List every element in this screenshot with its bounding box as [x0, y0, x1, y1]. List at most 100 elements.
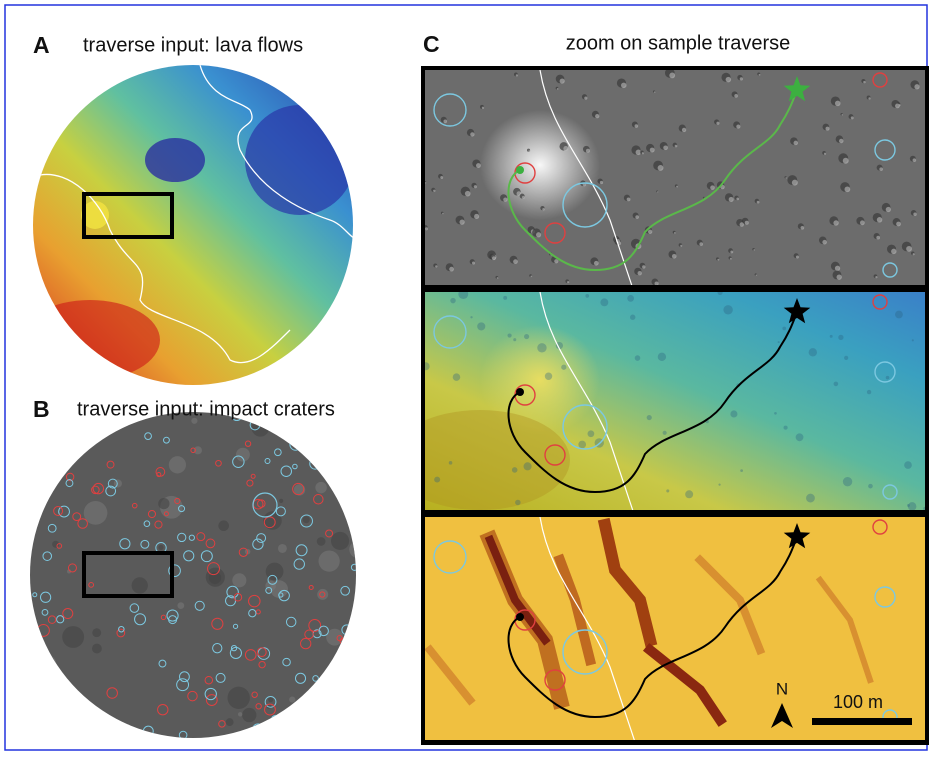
crater-rim	[658, 165, 664, 171]
crater-rim	[839, 139, 843, 143]
crater-marker	[67, 708, 76, 717]
crater-shade	[730, 410, 737, 417]
crater-rim	[425, 182, 426, 183]
crater-rim	[843, 158, 849, 164]
crater-rim	[638, 271, 642, 275]
crater-shade	[507, 333, 511, 337]
crater-rim	[699, 242, 703, 246]
crater-rim	[470, 132, 474, 136]
crater-rim	[740, 77, 743, 80]
crater-shade	[515, 500, 521, 506]
crater-shade	[868, 484, 873, 489]
crater-shade	[434, 477, 440, 483]
crater-marker	[253, 724, 264, 735]
terrain-spot	[158, 545, 163, 550]
crater-marker	[328, 670, 337, 679]
crater-rim	[635, 215, 639, 219]
crater-shade	[796, 433, 804, 441]
terrain-spot	[236, 448, 250, 462]
crater-shade	[470, 316, 472, 318]
crater-shade	[806, 494, 815, 503]
terrain-spot	[206, 568, 225, 587]
terrain-spot	[226, 718, 234, 726]
terrain-spot	[268, 697, 273, 702]
terrain-spot	[317, 537, 326, 546]
terrain-spot	[315, 482, 326, 493]
crater-rim	[474, 185, 477, 188]
crater-shade	[908, 502, 916, 510]
crater-shade	[778, 341, 780, 343]
crater-marker	[46, 422, 51, 427]
crater-rim	[824, 153, 826, 155]
crater-shade	[503, 296, 507, 300]
crater-marker	[71, 445, 78, 452]
crater-shade	[838, 335, 843, 340]
terrain-spot	[252, 419, 270, 437]
crater-rim	[756, 274, 757, 275]
crater-rim	[868, 97, 870, 99]
terrain-spot	[279, 499, 283, 503]
panel-title: traverse input: lava flows	[83, 34, 303, 56]
crater-shade	[545, 373, 552, 380]
crater-rim	[642, 152, 644, 154]
crater-rim	[503, 197, 507, 201]
crater-shade	[561, 365, 566, 370]
panel-title: traverse input: impact craters	[77, 398, 335, 420]
terrain-spot	[310, 682, 334, 706]
terrain-spot	[114, 479, 122, 487]
crater-shade	[658, 353, 666, 361]
crater-rim	[657, 191, 658, 192]
crater-shade	[635, 355, 641, 361]
crater-rim	[492, 256, 496, 260]
terrain-spot	[311, 693, 333, 715]
crater-rim	[635, 124, 639, 128]
crater-marker	[323, 678, 330, 685]
crater-rim	[860, 220, 865, 225]
terrain-spot	[289, 696, 295, 702]
crater-rim	[716, 122, 719, 125]
crater-shade	[600, 298, 608, 306]
traverse-start	[516, 388, 524, 396]
terrain-spot	[92, 644, 102, 654]
terrain-spot	[293, 728, 300, 735]
crater-rim	[476, 163, 481, 168]
crater-rim	[845, 186, 851, 192]
crater-rim	[826, 127, 830, 131]
crater-rim	[842, 114, 843, 115]
crater-rim	[674, 232, 676, 234]
crater-rim	[465, 191, 471, 197]
crater-shade	[843, 477, 852, 486]
lava-map	[20, 60, 360, 390]
terrain-spot	[331, 532, 349, 550]
crater-shade	[809, 348, 817, 356]
crater-shade	[450, 298, 455, 303]
crater-shade	[904, 461, 912, 469]
scale-label: 100 m	[833, 692, 883, 712]
terrain-spot	[228, 687, 250, 709]
terrain-spot	[54, 443, 60, 449]
crater-shade	[844, 356, 848, 360]
crater-rim	[449, 267, 454, 272]
traverse-start	[516, 166, 524, 174]
panel-letter: A	[33, 32, 50, 58]
crater-rim	[745, 221, 749, 225]
crater-rim	[710, 185, 715, 190]
terrain-spot	[278, 715, 292, 729]
crater-shade	[830, 335, 833, 338]
crater-rim	[554, 259, 558, 263]
crater-marker	[27, 450, 34, 457]
crater-rim	[717, 259, 719, 261]
crater-rim	[459, 220, 464, 225]
crater-shade	[784, 426, 788, 430]
crater-marker	[37, 680, 48, 691]
crater-marker	[316, 445, 322, 451]
crater-rim	[906, 246, 912, 252]
crater-shade	[477, 322, 485, 330]
crater-marker	[60, 684, 66, 690]
crater-rim	[497, 277, 499, 279]
crater-rim	[682, 128, 686, 132]
crater-rim	[734, 94, 738, 98]
crater-rim	[528, 150, 530, 152]
crater-marker	[103, 721, 114, 732]
crater-marker	[37, 685, 42, 690]
